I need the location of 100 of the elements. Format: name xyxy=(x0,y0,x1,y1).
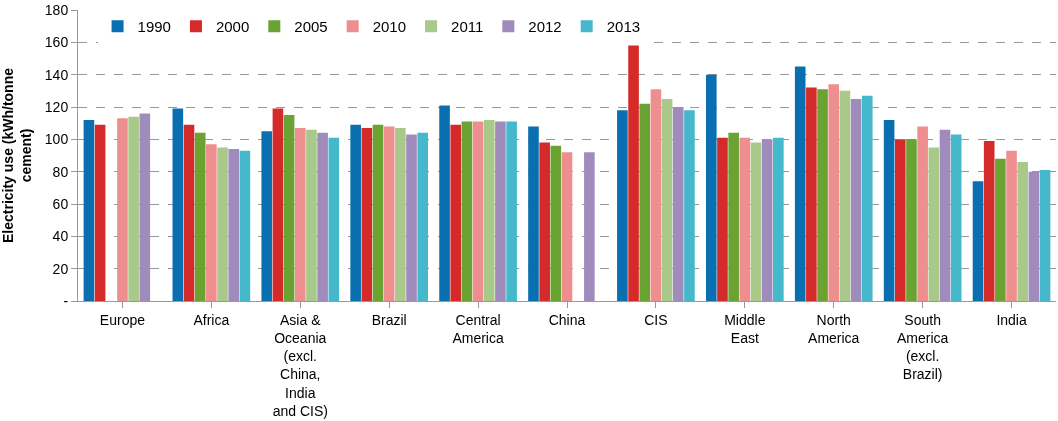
bar xyxy=(1017,161,1029,301)
bar xyxy=(739,137,751,301)
y-tick-label: 20 xyxy=(52,260,69,277)
bar xyxy=(972,181,984,301)
bar xyxy=(950,134,962,301)
bar xyxy=(995,158,1006,301)
bar xyxy=(528,126,539,301)
bar xyxy=(128,116,139,301)
bar xyxy=(206,144,217,301)
bar xyxy=(883,119,895,301)
bar xyxy=(861,95,873,301)
bar xyxy=(928,147,940,301)
legend-label: 2005 xyxy=(294,18,328,36)
bar xyxy=(472,121,484,301)
bar xyxy=(483,119,495,301)
y-tick-label: - xyxy=(63,292,69,309)
bar xyxy=(439,105,450,301)
bar xyxy=(939,129,951,301)
y-tick-label: 40 xyxy=(52,228,69,245)
bar xyxy=(584,152,595,301)
bar xyxy=(894,139,906,301)
x-tick-label: India xyxy=(996,311,1027,328)
legend-label: 2010 xyxy=(372,18,407,36)
bar xyxy=(506,121,517,301)
bar xyxy=(261,131,273,301)
bar xyxy=(850,98,862,301)
bar xyxy=(639,103,651,301)
bar xyxy=(705,74,717,301)
y-tick-label: 160 xyxy=(44,34,69,51)
bar xyxy=(383,126,395,301)
bar xyxy=(294,128,306,301)
bar xyxy=(217,147,228,301)
bar xyxy=(328,137,340,301)
bar xyxy=(806,87,817,301)
bar xyxy=(350,124,361,301)
bar xyxy=(728,132,739,301)
y-tick-label: 80 xyxy=(52,163,69,180)
bar xyxy=(917,126,928,301)
legend-label: 2012 xyxy=(528,18,562,36)
bar xyxy=(406,134,417,301)
y-tick-label: 60 xyxy=(52,195,69,212)
bar xyxy=(761,139,773,301)
bar xyxy=(317,132,328,301)
legend-label: 2000 xyxy=(215,18,250,36)
y-tick-label: 120 xyxy=(44,98,69,115)
bar xyxy=(495,121,506,301)
bar xyxy=(906,139,917,301)
y-tick-label: 140 xyxy=(44,66,69,83)
x-tick-label: Europe xyxy=(99,311,146,328)
legend-label: 1990 xyxy=(137,18,171,36)
bar xyxy=(561,152,573,301)
bar xyxy=(817,89,828,301)
bar xyxy=(372,124,384,301)
bar xyxy=(684,110,695,301)
x-tick-label: Asia & Oceania (excl. China, India and CIS) xyxy=(272,311,328,419)
bar xyxy=(239,150,251,301)
x-tick-label: Middle East xyxy=(724,311,766,346)
bar xyxy=(773,137,784,301)
x-tick-label: China xyxy=(548,311,586,328)
bar xyxy=(228,149,240,301)
bar xyxy=(1006,150,1017,301)
legend-label: 2013 xyxy=(606,18,641,36)
bar xyxy=(617,110,628,301)
bar xyxy=(539,142,550,301)
bar xyxy=(306,129,317,301)
y-axis-title: Electricity use (kWh/tonne cement) xyxy=(0,67,35,244)
bar xyxy=(194,132,206,301)
bar xyxy=(717,137,728,301)
bar xyxy=(1039,170,1051,301)
bar xyxy=(650,89,662,301)
bar xyxy=(83,119,95,301)
x-tick-label: CIS xyxy=(644,311,668,328)
bar xyxy=(839,90,851,301)
x-tick-label: North America xyxy=(808,311,860,346)
bar xyxy=(395,128,406,301)
bar xyxy=(361,128,373,301)
x-tick-label: South America (excl. Brazil) xyxy=(896,311,949,383)
bar xyxy=(272,108,284,301)
bar xyxy=(94,124,106,301)
legend-label: 2011 xyxy=(451,18,484,36)
x-tick-label: Brazil xyxy=(371,311,407,328)
bar xyxy=(183,124,195,301)
x-tick-label: Africa xyxy=(193,311,230,328)
bar xyxy=(417,132,429,301)
bar xyxy=(794,66,806,301)
bar xyxy=(1028,171,1040,301)
bar xyxy=(983,140,995,301)
bar xyxy=(283,115,295,301)
bar xyxy=(750,142,762,301)
bar xyxy=(117,118,128,301)
bar xyxy=(172,108,184,301)
bar xyxy=(672,107,684,301)
bar xyxy=(828,84,840,301)
y-tick-label: 100 xyxy=(44,131,69,148)
bar xyxy=(628,45,639,301)
bar xyxy=(550,145,562,301)
y-tick-label: 180 xyxy=(44,1,69,18)
x-tick-label: Central America xyxy=(452,311,504,346)
bar xyxy=(461,121,473,301)
bar xyxy=(139,113,151,301)
